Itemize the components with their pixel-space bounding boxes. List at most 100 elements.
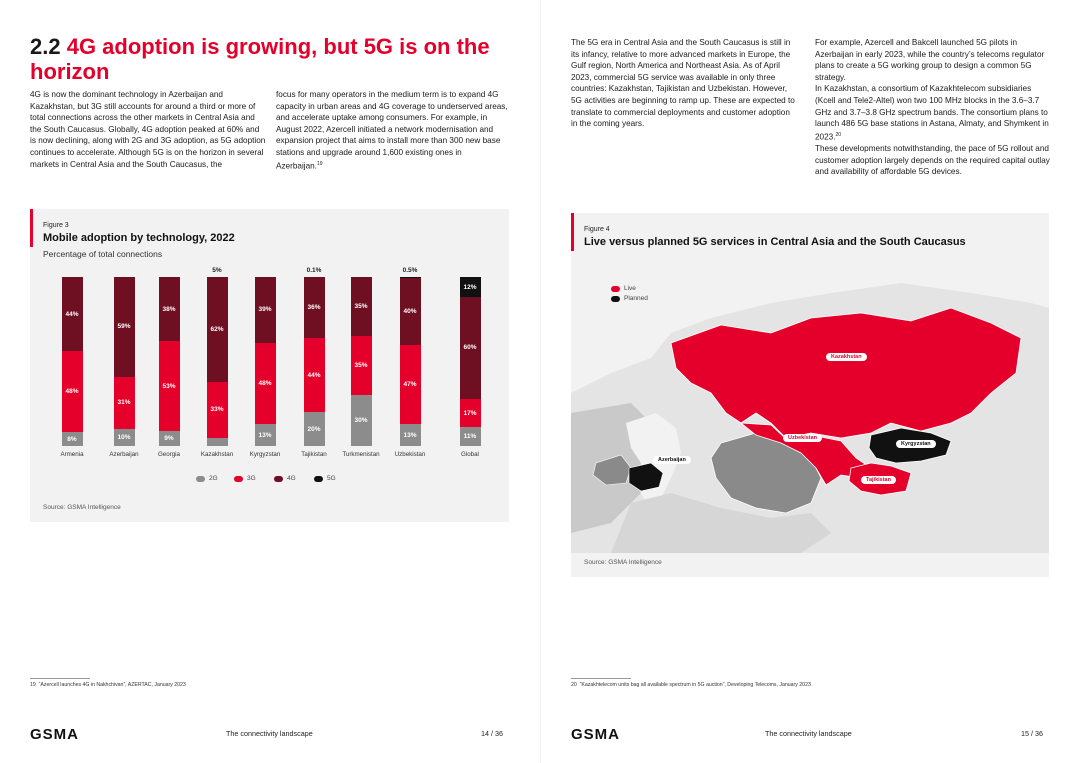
map-label-uzbekistan: Uzbekistan	[783, 434, 823, 442]
bar-azerbaijan: 10% 31% 59%	[113, 277, 135, 446]
legend-swatch-2g	[196, 475, 205, 482]
map-legend-planned-label: Planned	[624, 295, 648, 302]
legend-label-4g: 4G	[287, 475, 296, 482]
bar-turkmenistan: 30% 35% 35%	[350, 277, 372, 446]
legend-label-3g: 3G	[247, 475, 256, 482]
map-legend-live: Live	[611, 285, 636, 292]
legend-item-2g: 2G	[196, 475, 218, 482]
page-number: 14 / 36	[481, 729, 503, 738]
bar-segment-georgia-4g: 38%	[158, 277, 180, 342]
footnote-19-num: 19	[30, 682, 36, 688]
category-label-turkmenistan: Turkmenistan	[342, 451, 380, 458]
right-body-paragraph-4: These developments notwithstanding, the …	[815, 144, 1050, 177]
footer-section-title: The connectivity landscape	[765, 729, 852, 738]
planned-swatch	[611, 295, 620, 302]
category-label-uzbekistan: Uzbekistan	[394, 451, 426, 458]
bar-segment-azerbaijan-2g: 10%	[113, 429, 135, 446]
heading-number: 2.2	[30, 34, 61, 59]
bar-segment-uzbekistan-2g: 13%	[399, 424, 421, 446]
bar-tajikistan: 20% 44% 36%	[303, 277, 325, 446]
footnote-20: 20 “Kazakhtelecom units bag all availabl…	[571, 682, 811, 688]
bar-segment-uzbekistan-4g: 40%	[399, 277, 421, 346]
heading-title: 4G adoption is growing, but 5G is on the…	[30, 34, 490, 84]
bar-segment-tajikistan-4g: 36%	[303, 277, 325, 338]
bar-segment-kazakhstan-4g: 62%	[206, 277, 228, 382]
category-label-kyrgyzstan: Kyrgyzstan	[249, 451, 281, 458]
bar-segment-uzbekistan-3g: 47%	[399, 345, 421, 425]
bar-segment-turkmenistan-2g: 30%	[350, 395, 372, 446]
bar-segment-uzbekistan-5g	[399, 277, 421, 278]
right-body-column-1: The 5G era in Central Asia and the South…	[571, 37, 797, 130]
bar-georgia: 9% 53% 38%	[158, 277, 180, 446]
figure-4-source: Source: GSMA Intelligence	[584, 559, 662, 566]
legend-item-3g: 3G	[234, 475, 256, 482]
bar-segment-kyrgyzstan-3g: 48%	[254, 342, 276, 425]
footnote-19-text: “Azercell launches 4G in Nakhchivan”, AZ…	[38, 682, 186, 688]
map-region-south	[611, 493, 831, 553]
bar-segment-tajikistan-2g: 20%	[303, 412, 325, 446]
footnote-19: 19 “Azercell launches 4G in Nakhchivan”,…	[30, 682, 186, 688]
bar-segment-turkmenistan-3g: 35%	[350, 336, 372, 396]
legend-swatch-4g	[274, 475, 283, 482]
data-label-tajikistan-5g: 0.1%	[306, 267, 322, 274]
bar-segment-turkmenistan-4g: 35%	[350, 277, 372, 337]
map-label-tajikistan: Tajikistan	[861, 476, 896, 484]
gsma-logo: GSMA	[571, 726, 620, 743]
left-body-column-1: 4G is now the dominant technology in Aze…	[30, 89, 266, 170]
legend-swatch-5g	[314, 475, 323, 482]
footnote-rule	[571, 678, 631, 679]
footnote-20-num: 20	[571, 682, 577, 688]
figure-4-panel: Figure 4 Live versus planned 5G services…	[571, 213, 1049, 577]
bar-kazakhstan: 33% 62%	[206, 277, 228, 446]
footnote-20-text: “Kazakhtelecom units bag all available s…	[579, 682, 811, 688]
bar-armenia: 8% 48% 44%	[61, 277, 83, 446]
page-divider	[540, 0, 541, 763]
right-body-paragraph-3: In Kazakhstan, a consortium of Kazakhtel…	[815, 83, 1051, 143]
bar-segment-global-2g: 11%	[459, 427, 481, 446]
bar-segment-kazakhstan-3g: 33%	[206, 381, 228, 438]
left-body-column-2: focus for many operators in the medium t…	[276, 89, 508, 172]
gsma-logo: GSMA	[30, 726, 79, 743]
bar-segment-tajikistan-3g: 44%	[303, 337, 325, 413]
map-azerbaijan	[628, 462, 664, 492]
left-body-paragraph-2: focus for many operators in the medium t…	[276, 89, 508, 172]
bar-segment-kazakhstan-2g	[206, 437, 228, 446]
figure-accent-bar	[571, 213, 574, 251]
map-label-kazakhstan: Kazakhstan	[826, 353, 867, 361]
right-body-paragraph-3-text: In Kazakhstan, a consortium of Kazakhtel…	[815, 84, 1049, 142]
category-label-global: Global	[461, 451, 479, 458]
map-legend-live-label: Live	[624, 285, 636, 292]
footer-section-title: The connectivity landscape	[226, 729, 313, 738]
figure-3-panel: Figure 3 Mobile adoption by technology, …	[30, 209, 509, 522]
figure-number: Figure 3	[43, 222, 69, 229]
bar-segment-georgia-3g: 53%	[158, 341, 180, 431]
legend-label-2g: 2G	[209, 475, 218, 482]
bar-segment-global-5g: 12%	[459, 277, 481, 298]
figure-3-source: Source: GSMA Intelligence	[43, 504, 121, 511]
map-legend-planned: Planned	[611, 295, 648, 302]
footnote-rule	[30, 678, 90, 679]
live-swatch	[611, 285, 620, 292]
bar-kyrgyzstan: 13% 48% 39%	[254, 277, 276, 446]
figure-subtitle: Percentage of total connections	[43, 249, 163, 259]
bar-segment-armenia-2g: 8%	[61, 432, 83, 446]
figure-title: Live versus planned 5G services in Centr…	[584, 236, 966, 248]
category-label-kazakhstan: Kazakhstan	[200, 451, 234, 458]
figure-accent-bar	[30, 209, 33, 247]
figure-number: Figure 4	[584, 226, 610, 233]
category-label-azerbaijan: Azerbaijan	[109, 451, 139, 458]
footnote-ref-20: 20	[835, 131, 842, 138]
map-georgia-armenia	[592, 454, 632, 486]
category-label-tajikistan: Tajikistan	[301, 451, 327, 458]
bar-segment-azerbaijan-3g: 31%	[113, 376, 135, 430]
footnote-ref-19: 19	[316, 160, 323, 167]
adoption-bar-chart: 8% 48% 44% Armenia 10% 31% 59% Azerbaijan 9% 53% 3…	[30, 209, 509, 522]
data-label-kazakhstan-2g: 5%	[212, 267, 222, 274]
bar-uzbekistan: 13% 47% 40%	[399, 277, 421, 446]
right-body-column-2: For example, Azercell and Bakcell launch…	[815, 37, 1051, 178]
section-heading: 2.2 4G adoption is growing, but 5G is on…	[30, 34, 530, 84]
right-body-paragraph-1: The 5G era in Central Asia and the South…	[571, 38, 795, 129]
bar-segment-kyrgyzstan-2g: 13%	[254, 424, 276, 446]
left-body-paragraph-1: 4G is now the dominant technology in Aze…	[30, 90, 266, 169]
bar-segment-armenia-3g: 48%	[61, 351, 83, 433]
